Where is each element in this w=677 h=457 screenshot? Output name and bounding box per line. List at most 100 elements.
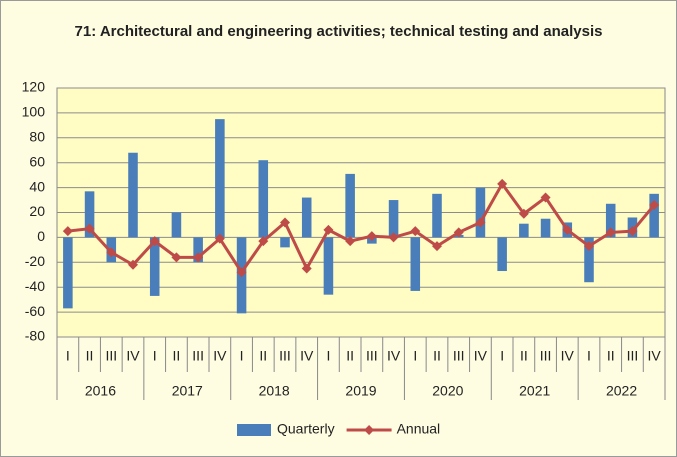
marker — [258, 236, 269, 247]
x-tick-label: IV — [387, 348, 401, 364]
marker — [562, 224, 573, 235]
bar — [388, 200, 399, 238]
y-tick-label: -60 — [25, 303, 45, 319]
marker — [171, 252, 182, 263]
x-tick-label: I — [500, 348, 504, 364]
marker — [649, 200, 660, 211]
y-tick-label: 80 — [29, 129, 45, 145]
bar — [215, 119, 225, 238]
bar — [345, 173, 355, 238]
year-label: 2021 — [519, 383, 550, 399]
bar — [171, 212, 182, 238]
x-tick-label: III — [105, 348, 117, 364]
y-tick-label: 20 — [29, 203, 45, 219]
x-tick-label: IV — [300, 348, 314, 364]
x-tick-label: IV — [474, 348, 488, 364]
marker — [280, 217, 290, 228]
bar — [432, 193, 442, 238]
x-tick-label: I — [326, 348, 330, 364]
marker — [214, 233, 225, 244]
year-label: 2022 — [606, 383, 637, 399]
x-tick-label: III — [453, 348, 465, 364]
x-tick-label: IV — [561, 348, 575, 364]
y-tick-label: -20 — [25, 253, 45, 269]
bar — [63, 237, 73, 309]
marker — [584, 241, 594, 252]
legend-marker — [364, 425, 375, 435]
bar — [128, 152, 138, 238]
marker — [366, 231, 377, 242]
marker — [84, 223, 95, 234]
year-label: 2019 — [345, 383, 376, 399]
legend-label: Quarterly — [277, 421, 335, 437]
chart-title: 71: Architectural and engineering activi… — [74, 23, 603, 40]
x-tick-label: III — [366, 348, 378, 364]
x-tick-label: I — [66, 348, 70, 364]
bar — [584, 237, 594, 283]
y-tick-label: -40 — [25, 278, 45, 294]
marker — [236, 267, 247, 278]
line — [67, 181, 656, 275]
y-tick-label: 40 — [29, 178, 45, 194]
marker — [605, 227, 616, 238]
legend-swatch — [237, 424, 271, 436]
marker — [540, 192, 551, 203]
bar — [84, 191, 95, 238]
bar — [540, 218, 551, 238]
marker — [410, 226, 421, 237]
x-tick-label: I — [587, 348, 591, 364]
marker — [497, 178, 508, 189]
bar — [497, 237, 507, 272]
x-tick-label: II — [433, 348, 441, 364]
x-tick-label: II — [86, 348, 94, 364]
x-tick-label: III — [192, 348, 204, 364]
bar — [605, 203, 616, 238]
bar — [193, 237, 203, 263]
bar — [649, 193, 659, 238]
marker — [432, 241, 442, 252]
y-tick-label: 100 — [22, 104, 46, 120]
marker — [301, 263, 312, 274]
x-tick-label: IV — [648, 348, 662, 364]
bar — [301, 197, 312, 238]
bar — [280, 237, 290, 248]
marker — [518, 208, 529, 219]
x-tick-label: I — [153, 348, 157, 364]
x-tick-label: II — [173, 348, 181, 364]
marker — [193, 252, 204, 263]
x-tick-label: II — [259, 348, 267, 364]
x-tick-label: I — [413, 348, 417, 364]
x-tick-label: II — [607, 348, 615, 364]
marker — [453, 227, 464, 238]
bar — [475, 187, 486, 238]
marker — [345, 236, 356, 247]
marker — [106, 247, 117, 258]
year-label: 2016 — [85, 383, 116, 399]
y-tick-label: 0 — [37, 228, 45, 244]
year-label: 2018 — [259, 383, 290, 399]
marker — [149, 236, 160, 247]
bar — [323, 237, 334, 295]
bar — [410, 237, 421, 291]
marker — [627, 226, 638, 237]
marker — [323, 224, 334, 235]
x-tick-label: IV — [213, 348, 227, 364]
x-tick-label: III — [540, 348, 552, 364]
marker — [475, 217, 486, 228]
x-tick-label: II — [346, 348, 354, 364]
marker — [128, 259, 138, 270]
bar — [149, 237, 160, 296]
legend-label: Annual — [397, 421, 441, 437]
marker — [62, 226, 73, 237]
x-tick-label: I — [240, 348, 244, 364]
y-tick-label: 120 — [22, 79, 46, 95]
x-tick-label: IV — [126, 348, 140, 364]
x-tick-label: III — [279, 348, 291, 364]
marker — [388, 232, 399, 243]
x-tick-label: III — [627, 348, 639, 364]
bar — [519, 223, 529, 238]
y-tick-label: -80 — [25, 328, 45, 344]
bar — [258, 160, 269, 238]
